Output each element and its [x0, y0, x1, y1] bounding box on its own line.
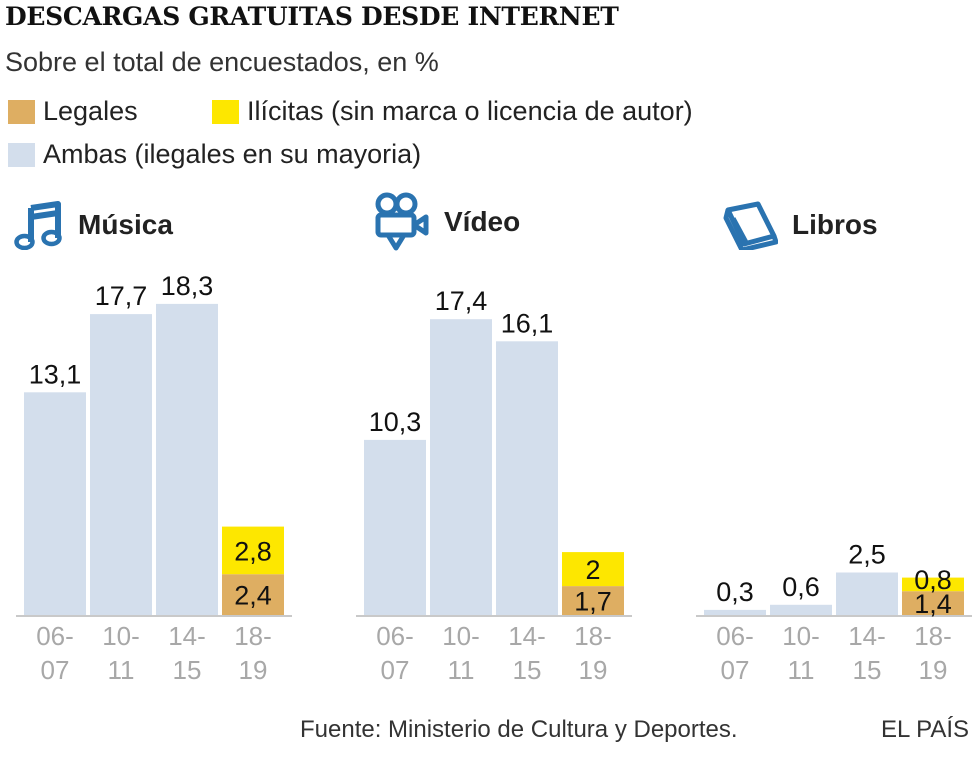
legend-label-ambas: Ambas (ilegales en su mayoria): [43, 139, 422, 169]
bar-libros-06-07-ambas: [704, 609, 766, 615]
bar-video-06-07-ambas: [364, 439, 426, 615]
source-note: Fuente: Ministerio de Cultura y Deportes…: [300, 716, 738, 743]
chart-subtitle: Sobre el total de encuestados, en %: [5, 47, 439, 77]
tick-label-libros-18-19-end: 19: [919, 655, 948, 685]
bar-video-18-19-ilicitas: [562, 552, 624, 587]
legend-item-ilicitas: Ilícitas (sin marca o licencia de autor): [212, 96, 693, 127]
legend-swatch-legales: [8, 99, 35, 124]
tick-label-libros-18-19-start: 18-: [914, 621, 952, 651]
bar-video-14-15-ambas: [496, 341, 558, 615]
music-note-icon: [14, 201, 62, 250]
tick-label-libros-10-11-end: 11: [788, 655, 815, 685]
bar-libros-10-11-ambas: [770, 604, 832, 615]
bar-video-10-11-ambas: [430, 319, 492, 615]
data-label-musica-06-07-ambas: 13,1: [29, 359, 82, 389]
tick-label-musica-18-19-start: 18-: [234, 621, 272, 651]
data-label-libros-14-15-ambas: 2,5: [848, 540, 886, 570]
legend-item-ambas: Ambas (ilegales en su mayoria): [8, 139, 421, 170]
data-label-libros-10-11-ambas: 0,6: [782, 572, 820, 602]
tick-label-libros-06-07-start: 06-: [716, 621, 754, 651]
tick-label-video-14-15-start: 14-: [508, 621, 546, 651]
bar-video-18-19-legales: [562, 586, 624, 615]
tick-label-video-18-19-start: 18-: [574, 621, 612, 651]
panel-header-video: Vídeo: [374, 192, 520, 252]
data-label-libros-06-07-ambas: 0,3: [716, 577, 754, 607]
panel-name-libros: Libros: [792, 209, 878, 240]
legend-swatch-ambas: [8, 142, 35, 167]
bar-musica-06-07-ambas: [24, 392, 86, 615]
tick-label-video-18-19-end: 19: [579, 655, 608, 685]
data-label-musica-18-19-legales: 2,4: [234, 581, 272, 611]
data-label-musica-18-19-ilicitas: 2,8: [234, 536, 272, 566]
bar-musica-18-19-legales: [222, 574, 284, 615]
bar-libros-14-15-ambas: [836, 572, 898, 615]
panel-header-musica: Música: [14, 200, 173, 250]
bar-musica-18-19-ilicitas: [222, 526, 284, 575]
legend-item-legales: Legales: [8, 96, 138, 127]
book-icon: [723, 201, 778, 250]
bar-libros-18-19-legales: [902, 591, 964, 615]
movie-camera-icon: [375, 192, 429, 251]
data-label-libros-18-19-ilicitas: 0,8: [914, 565, 952, 595]
legend-label-legales: Legales: [43, 96, 138, 126]
tick-label-musica-18-19-end: 19: [239, 655, 268, 685]
tick-label-libros-10-11-start: 10-: [782, 621, 820, 651]
tick-label-libros-14-15-end: 15: [853, 655, 882, 685]
bar-musica-10-11-ambas: [90, 314, 152, 615]
chart-title: DESCARGAS GRATUITAS DESDE INTERNET: [5, 2, 619, 31]
tick-label-musica-10-11-start: 10-: [102, 621, 140, 651]
tick-label-musica-14-15-end: 15: [173, 655, 202, 685]
tick-label-video-10-11-end: 11: [448, 655, 475, 685]
tick-label-musica-06-07-end: 07: [41, 655, 70, 685]
legend-label-ilicitas: Ilícitas (sin marca o licencia de autor): [247, 96, 693, 126]
bar-musica-14-15-ambas: [156, 303, 218, 615]
data-label-musica-10-11-ambas: 17,7: [95, 281, 148, 311]
data-label-video-10-11-ambas: 17,4: [435, 286, 488, 316]
data-label-video-14-15-ambas: 16,1: [501, 308, 554, 338]
panel-header-libros: Libros: [722, 200, 878, 250]
tick-label-musica-14-15-start: 14-: [168, 621, 206, 651]
legend-swatch-ilicitas: [212, 99, 239, 124]
data-label-libros-18-19-legales: 1,4: [914, 589, 952, 619]
bar-libros-18-19-ilicitas: [902, 577, 964, 592]
data-label-musica-14-15-ambas: 18,3: [161, 271, 214, 301]
data-label-video-06-07-ambas: 10,3: [369, 407, 422, 437]
tick-label-musica-06-07-start: 06-: [36, 621, 74, 651]
panel-name-video: Vídeo: [444, 206, 521, 237]
tick-label-video-14-15-end: 15: [513, 655, 542, 685]
panel-name-musica: Música: [78, 209, 173, 240]
tick-label-libros-14-15-start: 14-: [848, 621, 886, 651]
tick-label-video-06-07-start: 06-: [376, 621, 414, 651]
brand-logo: EL PAÍS: [881, 716, 970, 743]
tick-label-musica-10-11-end: 11: [108, 655, 135, 685]
data-label-video-18-19-legales: 1,7: [574, 587, 612, 617]
tick-label-libros-06-07-end: 07: [721, 655, 750, 685]
data-label-video-18-19-ilicitas: 2: [585, 555, 600, 585]
tick-label-video-06-07-end: 07: [381, 655, 410, 685]
tick-label-video-10-11-start: 10-: [442, 621, 480, 651]
